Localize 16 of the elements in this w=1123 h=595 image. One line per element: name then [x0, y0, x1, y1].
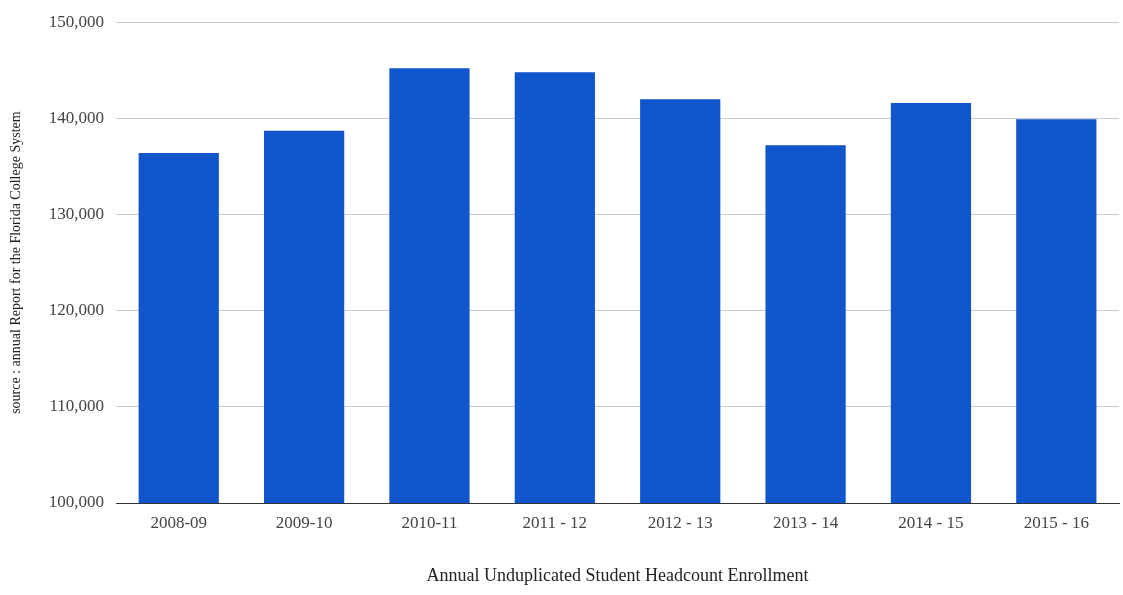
x-tick-label: 2014 - 15: [898, 512, 964, 532]
x-tick-label: 2013 - 14: [772, 512, 839, 532]
y-tick-label: 120,000: [48, 300, 105, 320]
y-tick-label: 100,000: [48, 492, 105, 512]
y-axis-title: source : annual Report for the Florida College System: [8, 111, 24, 414]
y-tick-label: 130,000: [48, 203, 105, 223]
x-tick-label: 2015 - 16: [1023, 512, 1089, 532]
x-tick-label: 2010-11: [401, 512, 458, 532]
y-tick-label: 150,000: [48, 11, 105, 31]
y-tick-label: 110,000: [49, 396, 105, 416]
x-tick-label: 2012 - 13: [647, 512, 713, 532]
x-tick-label: 2011 - 12: [522, 512, 588, 532]
x-tick-label: 2008-09: [150, 512, 208, 532]
x-tick-label: 2009-10: [275, 512, 333, 532]
x-axis-title: Annual Unduplicated Student Headcount Enrollment: [426, 564, 809, 585]
y-tick-label: 140,000: [48, 107, 105, 127]
